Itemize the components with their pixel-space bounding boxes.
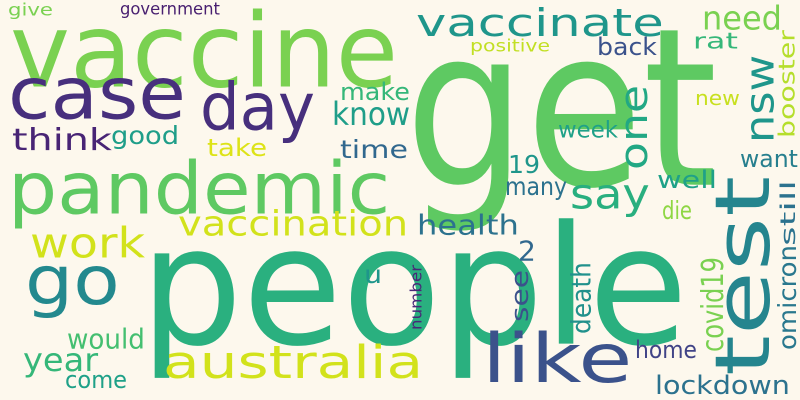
word-want: want (740, 144, 798, 173)
word-case: case (8, 51, 186, 136)
word-go: go (25, 240, 120, 321)
word-omicron: omicron (772, 245, 800, 350)
word-think: think (12, 122, 112, 158)
word-government: government (120, 0, 220, 19)
word-year: year (23, 341, 99, 379)
word-still: still (776, 180, 800, 246)
word-booster: booster (774, 30, 800, 139)
word-would: would (67, 322, 145, 356)
word-vaccinate: vaccinate (416, 0, 664, 46)
word-need: need (702, 0, 782, 38)
word-australia: australia (163, 335, 424, 389)
word-19: 19 (508, 149, 541, 179)
word-number: number (406, 264, 426, 330)
word-covid19: covid19 (695, 257, 731, 352)
word-die: die (662, 195, 692, 225)
word-one: one (611, 84, 657, 170)
word-like: like (482, 318, 633, 399)
word-vaccine: vaccine (10, 0, 399, 112)
word-work: work (30, 218, 145, 268)
word-take: take (207, 133, 268, 162)
word-2: 2 (518, 234, 536, 268)
word-new: new (695, 86, 740, 110)
word-see: see (505, 269, 534, 322)
word-pandemic: pandemic (8, 146, 391, 231)
word-day: day (200, 69, 315, 146)
word-health: health (417, 208, 519, 242)
word-people: people (140, 190, 688, 384)
word-positive: positive (470, 35, 551, 56)
word-vaccination: vaccination (178, 202, 409, 244)
word-u: u (364, 259, 383, 289)
word-say: say (570, 169, 650, 219)
word-rat: rat (693, 28, 738, 54)
word-come: come (65, 365, 128, 394)
word-make: make (340, 77, 410, 106)
word-week: week (558, 115, 618, 143)
word-many: many (505, 171, 568, 201)
word-well: well (657, 165, 717, 194)
word-get: get (405, 0, 718, 238)
word-home: home (635, 335, 697, 364)
word-lockdown: lockdown (655, 369, 790, 400)
word-time: time (340, 134, 408, 164)
word-know: know (332, 95, 411, 133)
word-death: death (565, 262, 598, 334)
word-good: good (111, 120, 180, 150)
word-give: give (8, 0, 53, 20)
word-back: back (597, 32, 657, 61)
